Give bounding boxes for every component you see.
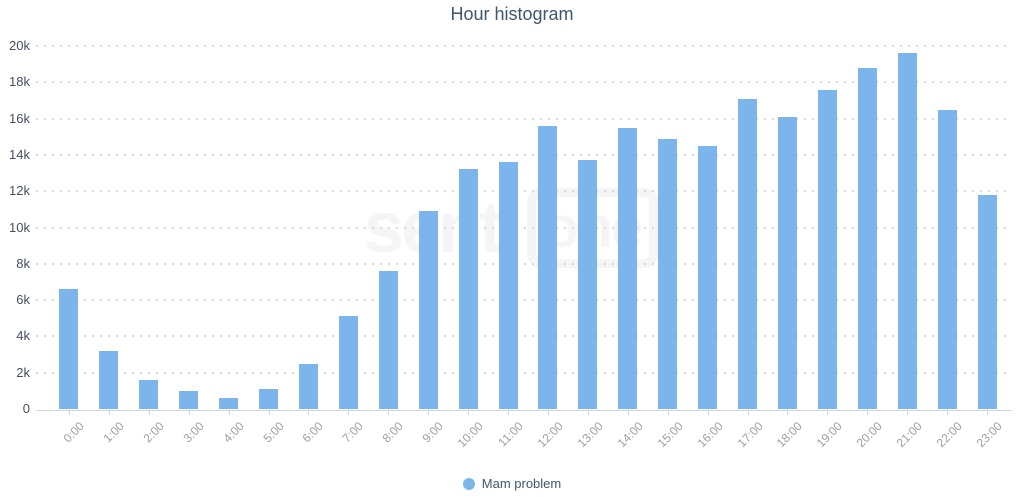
x-axis-tick [547,410,549,415]
x-axis-tick [388,410,390,415]
x-axis-tick [747,410,749,415]
legend-label: Mam problem [481,476,562,491]
y-axis-label: 12k [9,183,30,199]
y-axis-label: 14k [9,146,30,162]
x-axis-tick [827,410,829,415]
gridline-10k [36,226,1012,229]
y-axis-label: 20k [9,38,30,53]
bar-11:00[interactable] [498,162,518,409]
x-axis-tick [627,410,629,415]
bar-9:00[interactable] [418,211,438,409]
gridline-6k [36,299,1012,302]
x-axis-tick [268,410,270,415]
x-axis-tick [787,410,789,415]
bar-5:00[interactable] [259,389,279,409]
bar-17:00[interactable] [738,99,758,409]
x-axis-tick [188,410,190,415]
bar-12:00[interactable] [538,126,558,409]
x-axis-tick [148,410,150,415]
bar-7:00[interactable] [338,316,358,409]
gridline-4k [36,335,1012,338]
gridline-12k [36,190,1012,193]
y-axis-label: 10k [9,219,30,235]
x-axis-tick [587,410,589,415]
x-axis-tick [867,410,869,415]
y-axis-label: 4k [16,328,30,344]
x-axis-line [36,410,1012,411]
gridline-18k [36,81,1012,84]
bar-10:00[interactable] [458,169,478,409]
x-axis-tick [428,410,430,415]
x-axis-tick [508,410,510,415]
x-axis-tick [987,410,989,415]
bar-19:00[interactable] [817,90,837,409]
bar-13:00[interactable] [578,160,598,409]
gridline-20k [36,45,1012,47]
y-axis-label: 16k [9,110,30,126]
x-axis-tick [707,410,709,415]
bar-4:00[interactable] [219,398,239,409]
chart-title: Hour histogram [450,4,574,24]
y-axis-label: 6k [16,292,30,308]
bar-8:00[interactable] [378,271,398,409]
bar-14:00[interactable] [618,128,638,409]
bar-6:00[interactable] [298,364,318,409]
x-axis-tick [947,410,949,415]
bar-21:00[interactable] [897,53,917,409]
bar-20:00[interactable] [857,68,877,409]
y-axis-label: 18k [9,74,30,90]
x-axis-tick [348,410,350,415]
x-axis-tick [907,410,909,415]
x-axis-tick [667,410,669,415]
x-axis-tick [108,410,110,415]
gridline-2k [36,371,1012,374]
bar-22:00[interactable] [937,110,957,409]
gridline-16k [36,117,1012,120]
bar-2:00[interactable] [139,380,159,409]
y-axis-label: 0 [22,401,30,416]
bar-3:00[interactable] [179,391,199,409]
bar-18:00[interactable] [777,117,797,409]
legend-marker-icon [462,477,475,490]
bar-15:00[interactable] [658,139,678,409]
gridline-8k [36,262,1012,265]
bar-1:00[interactable] [99,351,119,409]
bar-23:00[interactable] [977,195,997,409]
bar-0:00[interactable] [59,289,79,409]
x-axis-tick [308,410,310,415]
gridline-14k [36,153,1012,156]
y-axis-label: 2k [16,364,30,380]
y-axis-label: 8k [16,255,30,271]
x-axis-tick [468,410,470,415]
x-axis-tick [228,410,230,415]
x-axis-tick [68,410,70,415]
bar-16:00[interactable] [698,146,718,409]
legend-item[interactable]: Mam problem [0,476,1024,491]
